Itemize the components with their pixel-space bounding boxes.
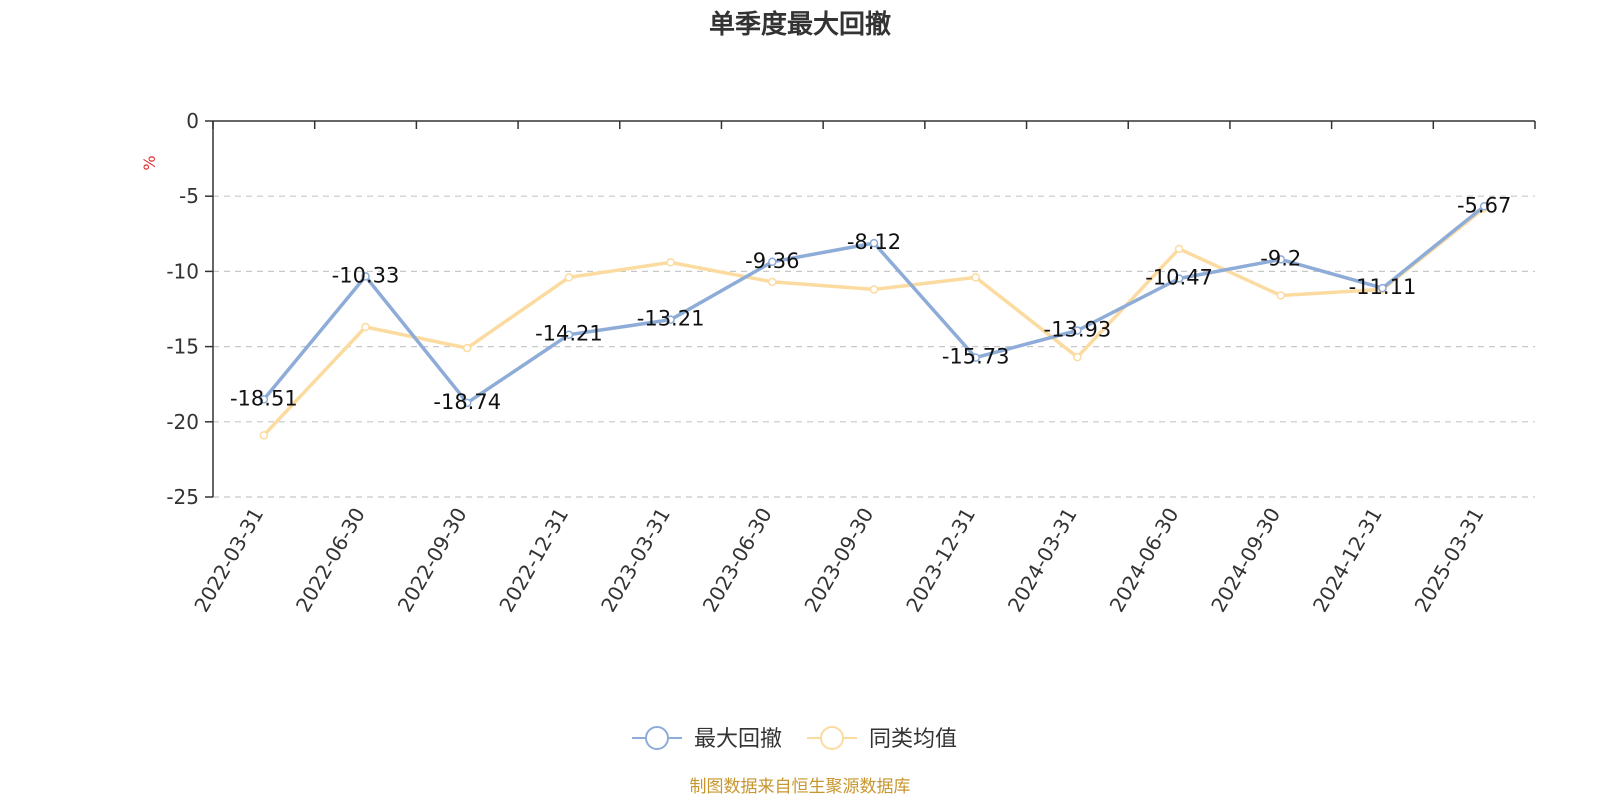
source-note: 制图数据来自恒生聚源数据库 xyxy=(690,777,911,797)
x-tick-label: 2022-12-31 xyxy=(494,504,573,617)
grid-lines xyxy=(213,195,1535,498)
data-label: -14.21 xyxy=(535,322,603,346)
data-label: -18.51 xyxy=(230,386,298,410)
data-label: -10.47 xyxy=(1145,265,1213,289)
data-point xyxy=(869,238,879,248)
legend-label: 最大回撤 xyxy=(694,727,782,752)
x-tick-label: 2024-09-30 xyxy=(1206,504,1285,617)
data-point xyxy=(666,258,675,267)
data-label: -8.12 xyxy=(847,230,901,254)
data-label: -13.21 xyxy=(637,307,705,331)
data-point xyxy=(462,343,472,353)
x-tick-label: 2023-09-30 xyxy=(799,504,878,617)
data-point xyxy=(1174,274,1184,283)
y-tick-label: -20 xyxy=(166,410,199,434)
x-tick-label: 2022-09-30 xyxy=(393,504,472,617)
y-axis-unit: % xyxy=(140,155,159,170)
data-labels: -18.51 -10.33 -18.74 -14.21 -13.21 -9.36 -8.12… xyxy=(230,193,1511,414)
x-tick-label: 2023-03-31 xyxy=(596,504,675,617)
data-point xyxy=(462,398,472,408)
data-point xyxy=(971,353,980,362)
x-tick-label: 2024-03-31 xyxy=(1003,504,1082,617)
x-tick-label: 2024-12-31 xyxy=(1308,504,1387,617)
data-point xyxy=(564,273,574,282)
data-point xyxy=(869,285,879,294)
legend-swatch-circle xyxy=(645,726,669,750)
data-label: -15.73 xyxy=(942,345,1010,369)
data-point xyxy=(1073,352,1082,362)
data-point xyxy=(564,330,574,339)
data-point xyxy=(259,431,269,440)
data-label: -18.74 xyxy=(433,390,501,414)
data-point xyxy=(768,277,777,287)
data-point xyxy=(1479,202,1489,211)
data-label: -5.67 xyxy=(1457,193,1511,217)
y-tick-label: 0 xyxy=(186,109,199,133)
data-point xyxy=(1174,244,1184,254)
x-tick-label: 2022-06-30 xyxy=(291,504,370,617)
data-point xyxy=(259,395,269,404)
data-point xyxy=(1378,283,1387,293)
data-point xyxy=(1276,255,1286,264)
data-label: -13.93 xyxy=(1044,318,1112,342)
y-tick-label: -15 xyxy=(166,335,199,359)
data-point xyxy=(1276,291,1286,300)
x-tick-label: 2022-03-31 xyxy=(189,504,268,617)
y-tick-label: -25 xyxy=(166,485,199,509)
data-point xyxy=(666,315,675,324)
data-label: -9.2 xyxy=(1260,246,1301,270)
chart-title: 单季度最大回撤 xyxy=(709,9,891,40)
data-point xyxy=(971,273,980,282)
x-tick-label: 2023-12-31 xyxy=(901,504,980,617)
data-label: -9.36 xyxy=(745,249,799,273)
y-tick-label: -10 xyxy=(166,259,199,283)
y-tick-label: -5 xyxy=(179,184,199,208)
legend-label: 同类均值 xyxy=(869,727,957,752)
data-point xyxy=(361,322,370,332)
x-tick-label: 2023-06-30 xyxy=(698,504,777,617)
x-tick-label: 2025-03-31 xyxy=(1410,504,1489,617)
legend: 最大回撤 同类均值 xyxy=(632,726,957,752)
data-point xyxy=(1073,326,1082,335)
x-tick-label: 2024-06-30 xyxy=(1105,504,1184,617)
data-label: -10.33 xyxy=(332,263,400,287)
data-point xyxy=(361,272,370,281)
data-label: -11.11 xyxy=(1349,275,1417,299)
legend-swatch-circle xyxy=(820,726,844,750)
data-point xyxy=(768,257,777,267)
series-lines xyxy=(259,202,1489,440)
